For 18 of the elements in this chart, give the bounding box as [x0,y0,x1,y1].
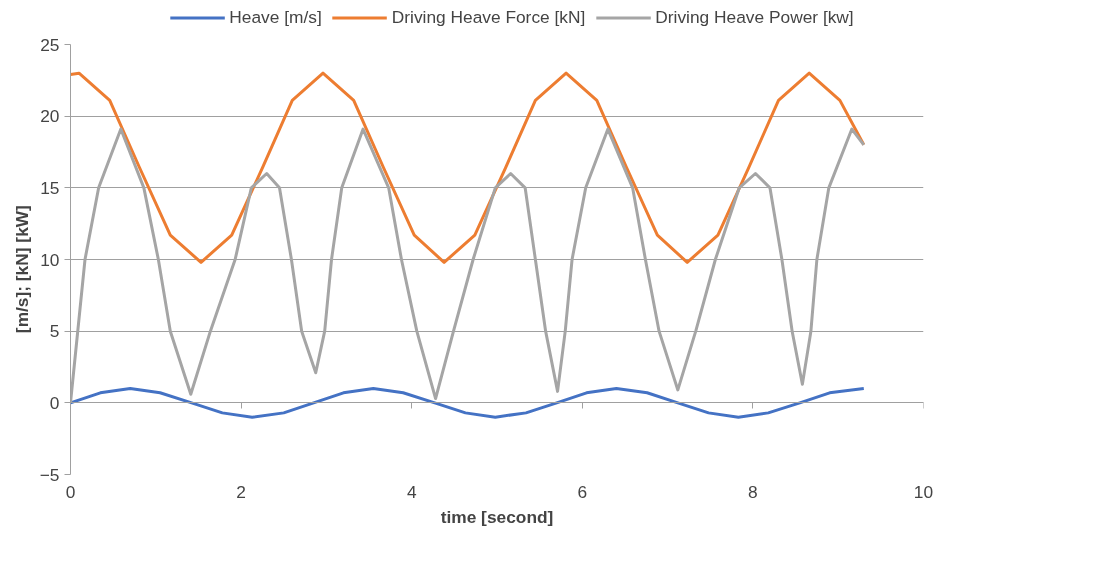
legend-label: Driving Heave Force [kN] [391,6,586,28]
y-tick-label: 20 [40,106,60,127]
y-tick-label: 0 [49,392,60,413]
x-tick-label: 6 [577,481,588,502]
y-tick-label: 5 [49,321,60,342]
x-tick-label: 4 [406,481,417,502]
y-tick-label: −5 [39,464,60,485]
x-tick-label: 0 [65,481,76,502]
legend-label: Driving Heave Power [kw] [655,6,854,28]
y-tick-label: 25 [40,34,60,55]
y-tick-label: 10 [40,249,60,270]
y-tick-label: 15 [40,177,60,198]
x-tick-label: 10 [913,481,934,502]
y-axis-title: [m/s]; [kN] [kW] [11,205,32,334]
x-axis-title: time [second] [440,506,554,527]
x-tick-label: 2 [236,481,246,502]
legend-label: Heave [m/s] [229,6,322,28]
x-tick-label: 8 [748,481,758,502]
